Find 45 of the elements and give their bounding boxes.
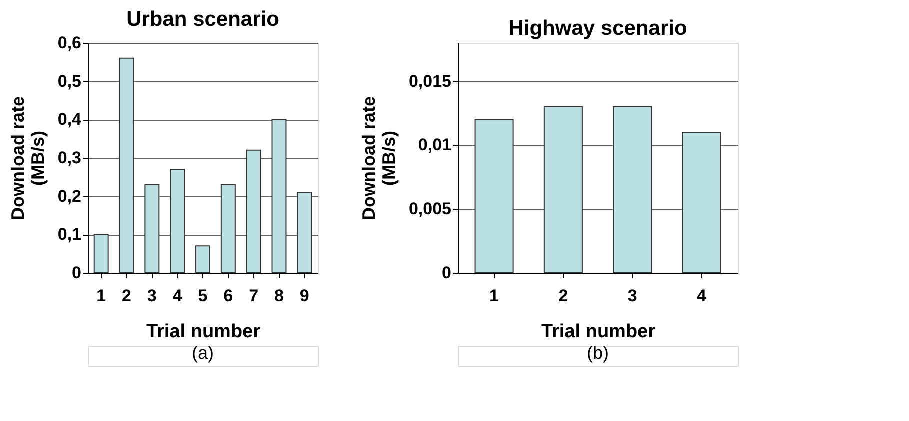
x-tick-label: 6: [224, 286, 234, 306]
chart-title: Urban scenario: [126, 8, 280, 31]
x-tick-label: 5: [198, 286, 208, 306]
x-tick-label: 7: [249, 286, 259, 306]
y-tick-label: 0,005: [408, 200, 452, 219]
y-tick-label: 0,1: [58, 225, 82, 244]
bar: [297, 192, 312, 274]
bar: [196, 246, 210, 274]
y-axis-title: Download rate (MB/s): [358, 96, 399, 221]
bar: [272, 119, 287, 274]
y-tick-label: 0,3: [58, 148, 82, 168]
x-tick-label: 4: [696, 286, 707, 306]
y-tick-label: 0,4: [58, 110, 82, 130]
x-tick-label: 1: [96, 286, 106, 306]
bar: [94, 234, 109, 274]
y-tick-label: 0,6: [58, 34, 82, 52]
bar: [544, 106, 583, 274]
y-tick-label: 0,5: [58, 72, 82, 91]
y-tick-label: 0: [442, 264, 452, 282]
bar: [613, 106, 652, 274]
x-tick-label: 1: [490, 286, 500, 306]
bar: [682, 132, 722, 274]
x-tick-label: 4: [172, 286, 183, 306]
text: (b): [587, 343, 609, 363]
x-tick-label: 3: [628, 286, 638, 306]
y-tick-label: 0: [72, 264, 82, 282]
x-axis-title: Trial number: [541, 322, 656, 342]
y-tick-label: 0,2: [58, 186, 82, 206]
bar: [144, 184, 160, 274]
x-tick-label: 2: [122, 286, 132, 306]
bar: [220, 184, 236, 274]
bar: [246, 150, 262, 274]
chart-title: Highway scenario: [508, 17, 688, 40]
y-axis-title: Download rate (MB/s): [8, 96, 48, 221]
bar: [474, 119, 514, 274]
x-tick-label: 2: [558, 286, 568, 306]
bar: [119, 58, 134, 274]
y-tick-label: 0,015: [408, 72, 452, 91]
y-tick-label: 0,01: [418, 136, 452, 155]
text: (a): [192, 343, 214, 363]
x-axis-title: Trial number: [146, 322, 262, 342]
bar: [170, 169, 186, 274]
x-tick-label: 3: [147, 286, 157, 306]
x-tick-label: 8: [274, 286, 284, 306]
x-tick-label: 9: [300, 286, 310, 306]
